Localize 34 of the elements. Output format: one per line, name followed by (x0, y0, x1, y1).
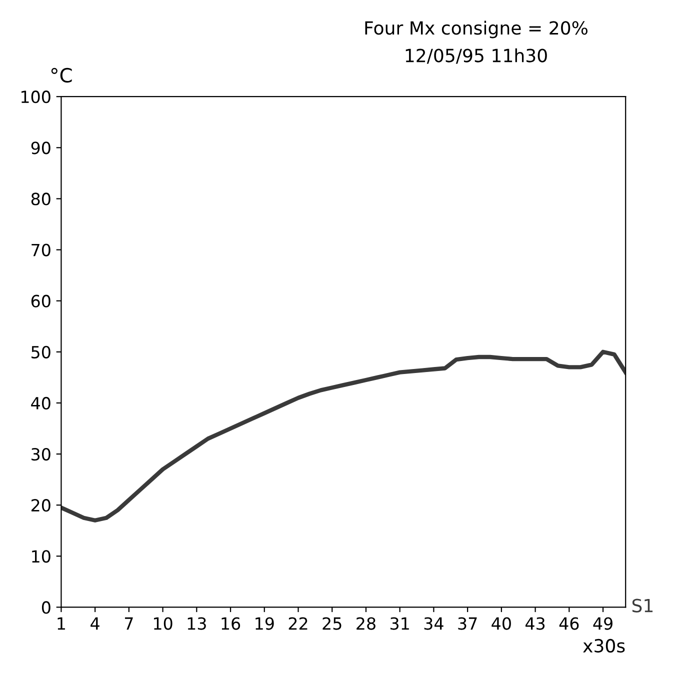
x-tick-label: 1 (58, 617, 65, 630)
x-axis-title: x30s (583, 638, 625, 653)
y-axis-title: °C (51, 68, 72, 83)
x-tick-label: 49 (593, 617, 612, 630)
y-tick-label: 50 (32, 346, 50, 358)
x-tick-label: 43 (526, 617, 545, 630)
x-tick-label: 40 (492, 617, 511, 630)
x-tick-label: 34 (424, 617, 444, 630)
x-tick-label: 13 (188, 617, 206, 630)
y-tick-label: 20 (31, 499, 50, 512)
chart-subtitle: 12/05/95 11h30 (406, 48, 547, 64)
chart-title: Four Mx consigne = 20% (365, 20, 588, 38)
y-tick-label: 100 (21, 90, 50, 104)
y-tick-label: 40 (31, 396, 50, 410)
y-tick-label: 70 (32, 244, 50, 256)
y-tick-label: 80 (31, 192, 50, 206)
x-tick-label: 46 (559, 617, 579, 630)
y-tick-label: 60 (31, 294, 50, 308)
y-tick-label: 10 (32, 550, 50, 563)
x-tick-label: 4 (90, 617, 100, 630)
x-tick-label: 10 (154, 617, 172, 630)
x-tick-label: 16 (222, 617, 240, 630)
x-tick-label: 22 (288, 617, 308, 630)
y-tick-label: 30 (32, 448, 50, 461)
x-tick-label: 19 (256, 617, 274, 630)
x-tick-label: 7 (124, 617, 133, 630)
text: S1 (632, 598, 653, 612)
x-tick-label: 37 (458, 617, 477, 630)
x-tick-label: 31 (390, 617, 409, 630)
x-tick-label: 28 (356, 617, 376, 630)
y-tick-label: 90 (31, 142, 50, 154)
y-tick-label: 0 (42, 601, 50, 614)
line-series (61, 350, 626, 522)
x-tick-label: 25 (322, 617, 342, 630)
